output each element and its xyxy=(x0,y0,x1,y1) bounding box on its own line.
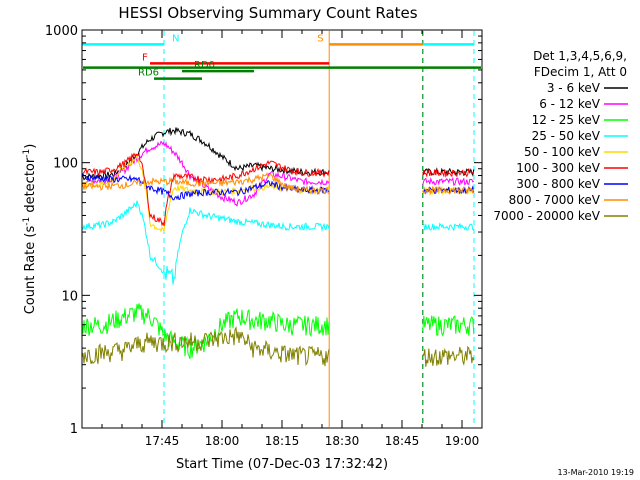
legend-entry-0: 3 - 6 keV xyxy=(547,81,601,95)
series-line-4-seg-1 xyxy=(163,182,330,232)
x-tick-label-1: 18:00 xyxy=(205,434,240,448)
series-4 xyxy=(81,154,475,233)
y-tick-label-1: 10 xyxy=(61,289,78,304)
legend-header-line1: Det 1,3,4,5,6,9, xyxy=(533,49,627,63)
y-tick-label-0: 1 xyxy=(70,422,78,437)
y-tick-label-2: 100 xyxy=(53,157,78,172)
series-8 xyxy=(81,326,475,367)
series-line-3-seg-1 xyxy=(163,207,330,285)
series-line-7-seg-0 xyxy=(81,176,165,191)
flag-label-f: F xyxy=(142,52,148,63)
series-line-6-seg-1 xyxy=(163,179,330,201)
y-axis-label-part3: ) xyxy=(23,144,38,149)
y-axis-label-part1: Count Rate (s xyxy=(23,226,38,315)
flag-label-s: S xyxy=(317,33,323,44)
y-axis-label-sup2: -1 xyxy=(22,149,32,158)
series-line-2-seg-1 xyxy=(163,308,330,359)
y-axis: 1 10 100 1000 xyxy=(45,24,482,437)
series-line-5-seg-2 xyxy=(422,167,475,178)
x-axis: 17:45 18:00 18:15 18:30 18:45 19:00 xyxy=(101,30,483,448)
legend-entry-7: 800 - 7000 keV xyxy=(509,193,601,207)
series-6 xyxy=(81,173,475,201)
series-line-7-seg-2 xyxy=(422,185,475,196)
legend-entry-4: 50 - 100 keV xyxy=(524,145,601,159)
series-line-4-seg-0 xyxy=(81,154,165,233)
x-tick-label-5: 19:00 xyxy=(445,434,480,448)
y-axis-label-part2: detector xyxy=(23,157,38,217)
timestamp: 13-Mar-2010 19:19 xyxy=(558,468,635,477)
flag-label-rd6: RD6 xyxy=(138,68,159,79)
flag-label-n: N xyxy=(172,33,179,44)
series-line-6-seg-0 xyxy=(81,173,165,196)
series-line-8-seg-0 xyxy=(81,332,165,365)
legend-entry-3: 25 - 50 keV xyxy=(532,129,601,143)
legend-entry-2: 12 - 25 keV xyxy=(532,113,601,127)
series-line-1-seg-2 xyxy=(422,176,475,186)
legend-header-line2: FDecim 1, Att 0 xyxy=(534,65,627,79)
y-axis-label: Count Rate (s-1 detector-1) xyxy=(22,144,38,315)
series-line-2-seg-2 xyxy=(422,315,475,337)
series-line-0-seg-1 xyxy=(163,127,330,177)
series-2 xyxy=(81,303,475,359)
series-line-5-seg-0 xyxy=(81,152,165,227)
x-tick-label-4: 18:45 xyxy=(385,434,420,448)
y-tick-label-3: 1000 xyxy=(45,24,78,39)
series-line-1-seg-0 xyxy=(81,140,165,186)
series-line-6-seg-2 xyxy=(422,185,475,195)
y-axis-label-sup1: -1 xyxy=(22,217,32,226)
x-tick-label-0: 17:45 xyxy=(145,434,180,448)
series-line-3-seg-2 xyxy=(422,222,475,232)
series-1 xyxy=(81,140,475,207)
legend-entry-8: 7000 - 20000 keV xyxy=(493,209,600,223)
x-axis-label: Start Time (07-Dec-03 17:32:42) xyxy=(176,457,388,472)
legend-entry-6: 300 - 800 keV xyxy=(516,177,600,191)
series-line-3-seg-0 xyxy=(81,200,165,274)
series-line-8-seg-2 xyxy=(422,345,475,367)
chart-title: HESSI Observing Summary Count Rates xyxy=(118,4,417,22)
series-line-1-seg-1 xyxy=(163,141,330,207)
series-line-5-seg-1 xyxy=(163,160,330,227)
x-tick-label-2: 18:15 xyxy=(265,434,300,448)
legend: Det 1,3,4,5,6,9, FDecim 1, Att 0 3 - 6 k… xyxy=(493,49,628,223)
series-line-7-seg-1 xyxy=(163,171,330,195)
series-3 xyxy=(81,200,475,285)
legend-entry-5: 100 - 300 keV xyxy=(516,161,600,175)
plot-area: N S F RD0 RD6 xyxy=(81,31,481,427)
series-7 xyxy=(81,171,475,196)
series-5 xyxy=(81,152,475,227)
series-0 xyxy=(81,127,475,181)
legend-entry-1: 6 - 12 keV xyxy=(539,97,601,111)
series-line-8-seg-1 xyxy=(163,326,330,367)
series-line-2-seg-0 xyxy=(81,303,165,337)
flag-label-rd0: RD0 xyxy=(194,60,215,71)
x-tick-label-3: 18:30 xyxy=(325,434,360,448)
